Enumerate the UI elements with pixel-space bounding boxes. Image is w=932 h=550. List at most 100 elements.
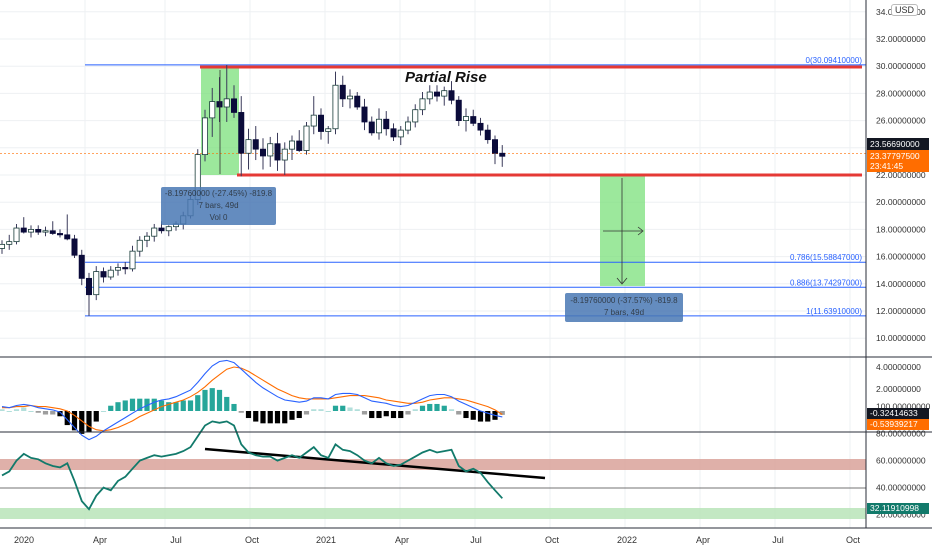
rsi-zones <box>0 459 866 519</box>
time-tick-label: Oct <box>245 535 260 545</box>
price-tick-label: 16.00000000 <box>876 252 926 262</box>
candle <box>238 96 245 177</box>
current-price-value: 23.56690000 <box>870 139 920 149</box>
candle <box>339 75 346 107</box>
time-axis[interactable]: 2020 Apr Jul Oct 2021 Apr Jul Oct 2022 Apr Jul Oct <box>14 535 861 545</box>
candle <box>419 92 426 116</box>
candle <box>42 226 49 237</box>
macd-histogram-bar <box>282 411 288 424</box>
measure-arrow-2-head <box>616 277 628 285</box>
measure-box-1[interactable]: -8.19760000 (-27.45%) -819.8 7 bars, 49d… <box>161 187 276 225</box>
rsi-tick-label: 40.00000000 <box>876 483 926 493</box>
measure-box-1-bars: 7 bars, 49d <box>198 201 239 210</box>
macd-histogram-bar <box>209 388 215 411</box>
measure-box-1-volume: Vol 0 <box>209 213 228 222</box>
macd-histogram-bar <box>42 411 49 415</box>
candle <box>325 126 332 144</box>
macd-histogram-bar <box>57 411 63 417</box>
macd-histogram-bar <box>274 411 281 424</box>
candle <box>259 138 266 170</box>
macd-histogram-bar <box>296 411 302 419</box>
macd-histogram-bar <box>456 411 462 415</box>
candle <box>332 71 339 135</box>
macd-histogram-bar <box>419 405 426 411</box>
candle <box>115 263 122 276</box>
rsi-overbought-zone[interactable] <box>0 459 866 470</box>
candle <box>165 225 172 237</box>
candle <box>245 128 252 170</box>
macd-histogram-bar <box>71 411 78 431</box>
macd-histogram-bar <box>405 411 411 415</box>
macd-histogram-bar <box>412 409 418 411</box>
candle <box>71 234 78 258</box>
macd-histogram-bar <box>100 411 107 412</box>
macd-histogram-bar <box>347 407 353 411</box>
rsi-trend-line[interactable] <box>204 447 546 480</box>
macd-histogram-bar <box>28 411 34 412</box>
time-tick-label: 2022 <box>617 535 637 545</box>
time-tick-label: Jul <box>170 535 182 545</box>
rsi-axis[interactable]: 100.00000000 80.00000000 60.00000000 40.000… <box>876 402 931 520</box>
candle <box>223 64 230 122</box>
macd-histogram-bar <box>398 411 404 419</box>
macd-histogram-bar <box>173 402 179 411</box>
candle <box>499 145 506 167</box>
annotation-title[interactable]: Partial Rise <box>405 69 487 86</box>
fib-label-3: 1(11.63910000) <box>806 307 862 316</box>
macd-histogram-bar <box>340 405 346 411</box>
candle <box>288 135 295 161</box>
rsi-current-value: 32.11910998 <box>870 503 920 513</box>
last-price-value: 23.37797500 <box>870 151 920 161</box>
rsi-tick-label: 80.00000000 <box>876 429 926 439</box>
macd-histogram-bar <box>50 411 56 415</box>
price-tick-label: 20.00000000 <box>876 197 926 207</box>
measure-box-2-change: -8.19760000 (-37.57%) -819.8 <box>570 296 678 305</box>
macd-signal-line <box>2 366 503 432</box>
macd-histogram-bar <box>79 411 85 434</box>
candle <box>477 117 484 136</box>
candle <box>426 85 433 105</box>
macd-histogram-bar <box>231 403 237 411</box>
candle <box>462 108 469 132</box>
fib-label-2: 0.886(13.74297000) <box>790 278 862 287</box>
macd-histogram-bar <box>369 411 375 419</box>
candle <box>122 262 129 275</box>
candle <box>209 87 216 137</box>
macd-histogram-bar <box>238 411 244 413</box>
fib-retracement[interactable]: 0(30.09410000) 0.786(15.58847000) 0.886(13… <box>0 56 866 317</box>
candle <box>404 116 411 135</box>
macd-histogram-bar <box>499 411 505 415</box>
macd-histogram-bar <box>108 405 114 411</box>
time-tick-label: Oct <box>545 535 560 545</box>
macd-histogram-bar <box>180 400 186 411</box>
candle <box>383 111 390 136</box>
macd-histogram-bar <box>216 389 223 411</box>
candle <box>390 123 397 141</box>
macd-histogram-bar <box>129 398 136 411</box>
candle <box>216 77 223 122</box>
macd-histogram-bar <box>470 411 476 420</box>
highlight-rect-projection[interactable] <box>600 175 645 286</box>
candle <box>151 223 158 242</box>
candle <box>470 109 477 127</box>
macd-histogram-bar <box>376 411 382 419</box>
price-axis[interactable]: 34.0000000032.0000000030.0000000028.0000… <box>876 7 926 343</box>
measure-box-2[interactable]: -8.19760000 (-37.57%) -819.8 7 bars, 49d <box>565 293 683 322</box>
price-tick-label: 28.00000000 <box>876 88 926 98</box>
macd-histogram-bar <box>6 411 12 412</box>
time-tick-label: 2020 <box>14 535 34 545</box>
candle <box>27 225 34 238</box>
candle <box>230 85 237 118</box>
price-tick-label: 22.00000000 <box>876 170 926 180</box>
macd-histogram-bar <box>64 411 70 426</box>
price-tick-label: 32.00000000 <box>876 34 926 44</box>
currency-badge[interactable]: USD <box>891 4 919 16</box>
bar-countdown: 23:41:45 <box>870 161 904 171</box>
macd-histogram-bar <box>303 411 310 415</box>
macd-histogram-bar <box>441 405 447 411</box>
macd-histogram-bar <box>289 411 295 420</box>
macd-value-1: -0.32414633 <box>870 408 918 418</box>
rsi-oversold-zone[interactable] <box>0 508 866 519</box>
